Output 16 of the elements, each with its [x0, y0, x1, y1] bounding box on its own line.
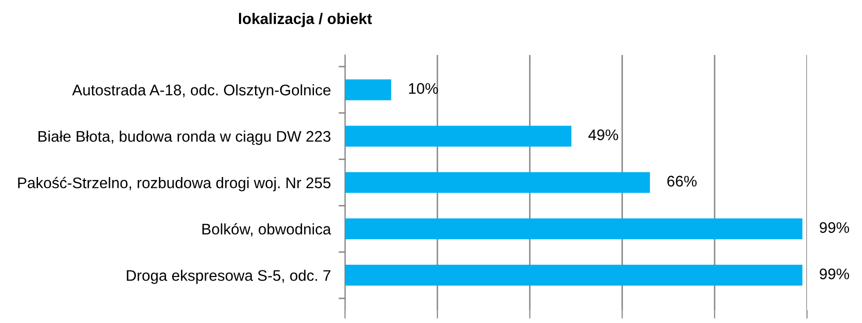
bar [345, 264, 802, 286]
y-tick-label: Droga ekspresowa S-5, odc. 7 [126, 270, 330, 284]
bar [345, 126, 572, 147]
y-tick-label: Bolków, obwodnica [202, 223, 332, 236]
data-label: 99% [820, 268, 850, 280]
data-label: 99% [820, 222, 850, 233]
data-label: 49% [588, 129, 618, 140]
bar [345, 79, 392, 100]
bar [345, 218, 802, 240]
y-tick-label: Pakość-Strzelno, rozbudowa drogi woj. Nr 255 [18, 176, 330, 192]
y-tick-label: Autostrada A-18, odc. Olsztyn-Golnice [72, 84, 330, 98]
data-label: 10% [409, 83, 438, 94]
y-tick-label: Białe Błota, budowa ronda w ciągu DW 223 [38, 130, 330, 145]
data-label: 66% [667, 176, 697, 187]
y-axis-title: lokalizacja / obiekt [238, 12, 372, 28]
bar [345, 172, 650, 193]
